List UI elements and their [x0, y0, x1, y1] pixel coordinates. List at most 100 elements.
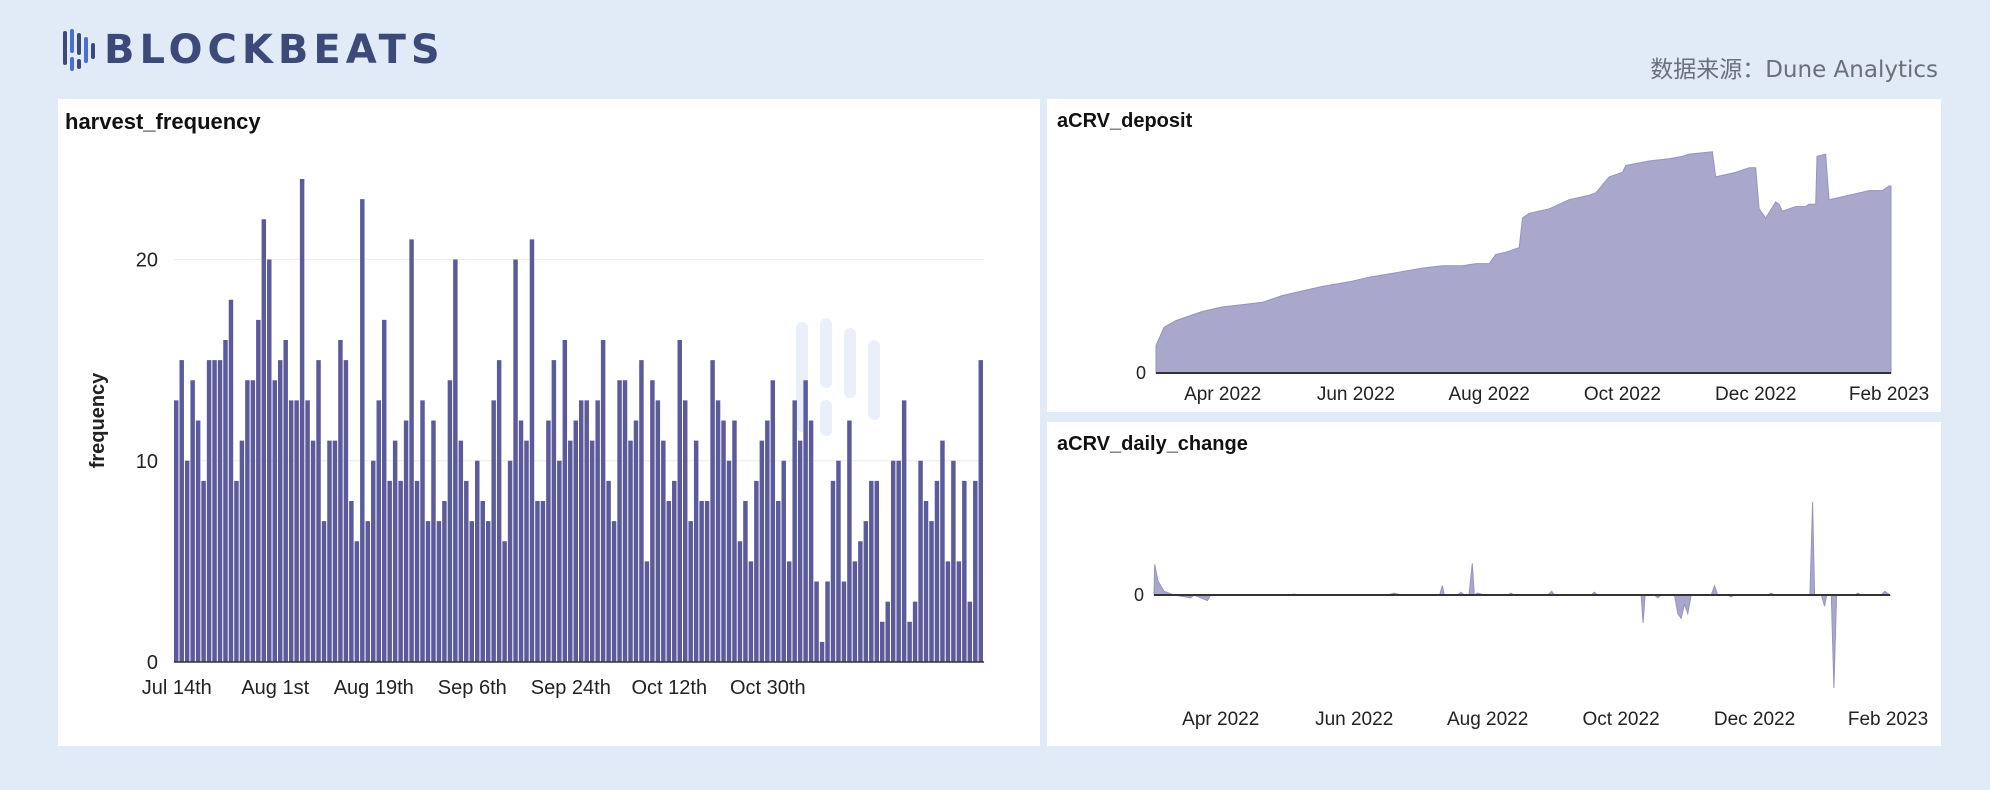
bar [792, 400, 797, 662]
x-tick-label: Aug 19th [334, 677, 414, 699]
bar [715, 400, 721, 662]
y-axis-label: frequency [87, 372, 109, 468]
bar [256, 319, 261, 662]
bar [283, 340, 288, 662]
x-tick-label: Oct 30th [730, 677, 806, 699]
bar [409, 239, 414, 662]
bar [973, 480, 978, 662]
bar [918, 460, 923, 662]
bar [907, 621, 912, 662]
bar [661, 440, 666, 662]
bar [480, 501, 485, 662]
bar [502, 541, 507, 662]
bar [732, 420, 737, 662]
bar [475, 460, 480, 662]
x-tick-label: Sep 6th [438, 677, 507, 699]
bar [682, 400, 688, 662]
bar [458, 440, 464, 662]
x-tick-label: Feb 2023 [1848, 709, 1928, 730]
bar [392, 440, 398, 662]
bar [469, 521, 475, 662]
bar [617, 380, 622, 662]
x-tick-label: Dec 2022 [1714, 709, 1795, 730]
bar [901, 400, 907, 662]
bar [863, 521, 869, 662]
bar [688, 521, 693, 662]
y-tick-label: 0 [1136, 363, 1146, 383]
bar [858, 541, 863, 662]
bar [507, 460, 513, 662]
bar [896, 460, 901, 662]
bar [338, 340, 343, 662]
bar [704, 501, 710, 662]
bar [628, 440, 633, 662]
x-tick-label: Jun 2022 [1317, 384, 1395, 405]
bar [190, 380, 195, 662]
bar [239, 440, 245, 662]
bar [250, 380, 256, 662]
acrv-deposit-panel: 0 Apr 2022 Jun 2022 Aug 2022 Oct 2022 Dec 202… [1047, 99, 1941, 412]
bar [217, 360, 223, 662]
bar [677, 340, 682, 662]
bar [890, 460, 896, 662]
bar [923, 501, 929, 662]
bar [699, 501, 704, 662]
bar [179, 360, 184, 662]
bar [874, 480, 880, 662]
bar [825, 581, 830, 662]
data-source-label: 数据来源：Dune Analytics [1650, 57, 1938, 83]
bar [491, 400, 496, 662]
bar [212, 360, 217, 662]
bar [305, 400, 310, 662]
bar [485, 521, 491, 662]
bar [655, 400, 661, 662]
blockbeats-logo: BLOCKBEATS [62, 26, 445, 74]
bar [880, 621, 885, 662]
bar [737, 541, 743, 662]
bar [343, 360, 349, 662]
bar [776, 501, 781, 662]
bar [496, 360, 502, 662]
bar [841, 581, 847, 662]
bar [425, 521, 431, 662]
bar [759, 440, 765, 662]
bar [743, 501, 748, 662]
bar [967, 601, 973, 662]
bar [726, 460, 732, 662]
x-tick-label: Aug 1st [241, 677, 309, 699]
bar [529, 239, 535, 662]
acrv-deposit-chart: 0 Apr 2022 Jun 2022 Aug 2022 Oct 2022 Dec 202… [1136, 151, 1929, 405]
bar [765, 420, 770, 662]
bar [442, 501, 447, 662]
bar [327, 440, 332, 662]
bar [606, 480, 611, 662]
acrv-daily-change-chart: 0 Apr 2022 Jun 2022 Aug 2022 Oct 2022 Dec 202… [1134, 501, 1928, 730]
bar [261, 219, 267, 662]
bar [562, 340, 568, 662]
bar [223, 340, 228, 662]
x-tick-label: Oct 2022 [1583, 709, 1660, 730]
bar [354, 541, 360, 662]
bar [584, 400, 589, 662]
x-tick-label: Feb 2023 [1849, 384, 1929, 405]
bar [633, 420, 639, 662]
bar [272, 380, 277, 662]
bar [387, 480, 392, 662]
bar [245, 380, 250, 662]
bar [956, 561, 962, 662]
bar [414, 480, 420, 662]
bar [546, 420, 551, 662]
x-tick-label: Oct 12th [631, 677, 707, 699]
bar [294, 400, 299, 662]
bar [365, 521, 371, 662]
chart-title: aCRV_deposit [1057, 110, 1193, 132]
x-tick-label: Jun 2022 [1315, 709, 1393, 730]
bar [940, 440, 945, 662]
x-tick-label: Aug 2022 [1447, 709, 1528, 730]
bar [464, 480, 469, 662]
bar [803, 380, 808, 662]
bar [836, 460, 841, 662]
bar [398, 480, 403, 662]
bar [622, 380, 628, 662]
blockbeats-bars-icon [63, 29, 95, 71]
